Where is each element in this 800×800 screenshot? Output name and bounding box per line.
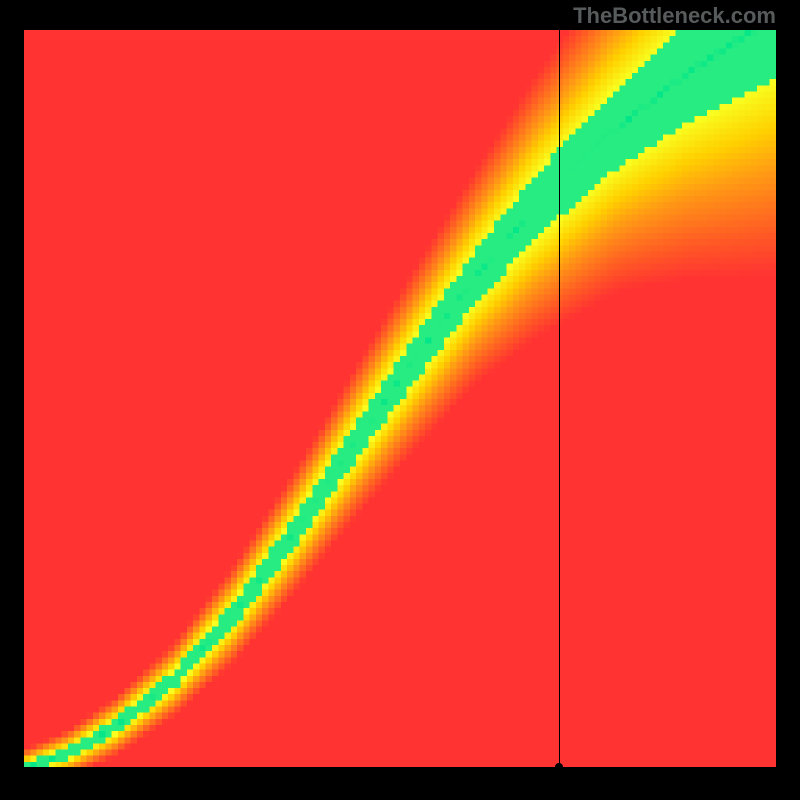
crosshair-marker-dot [555,763,563,771]
bottleneck-heatmap [24,30,776,768]
crosshair-horizontal-line [24,767,776,768]
plot-area [24,30,776,768]
crosshair-vertical-line [559,30,560,768]
root-container: TheBottleneck.com [0,0,800,800]
attribution-text: TheBottleneck.com [573,3,776,29]
